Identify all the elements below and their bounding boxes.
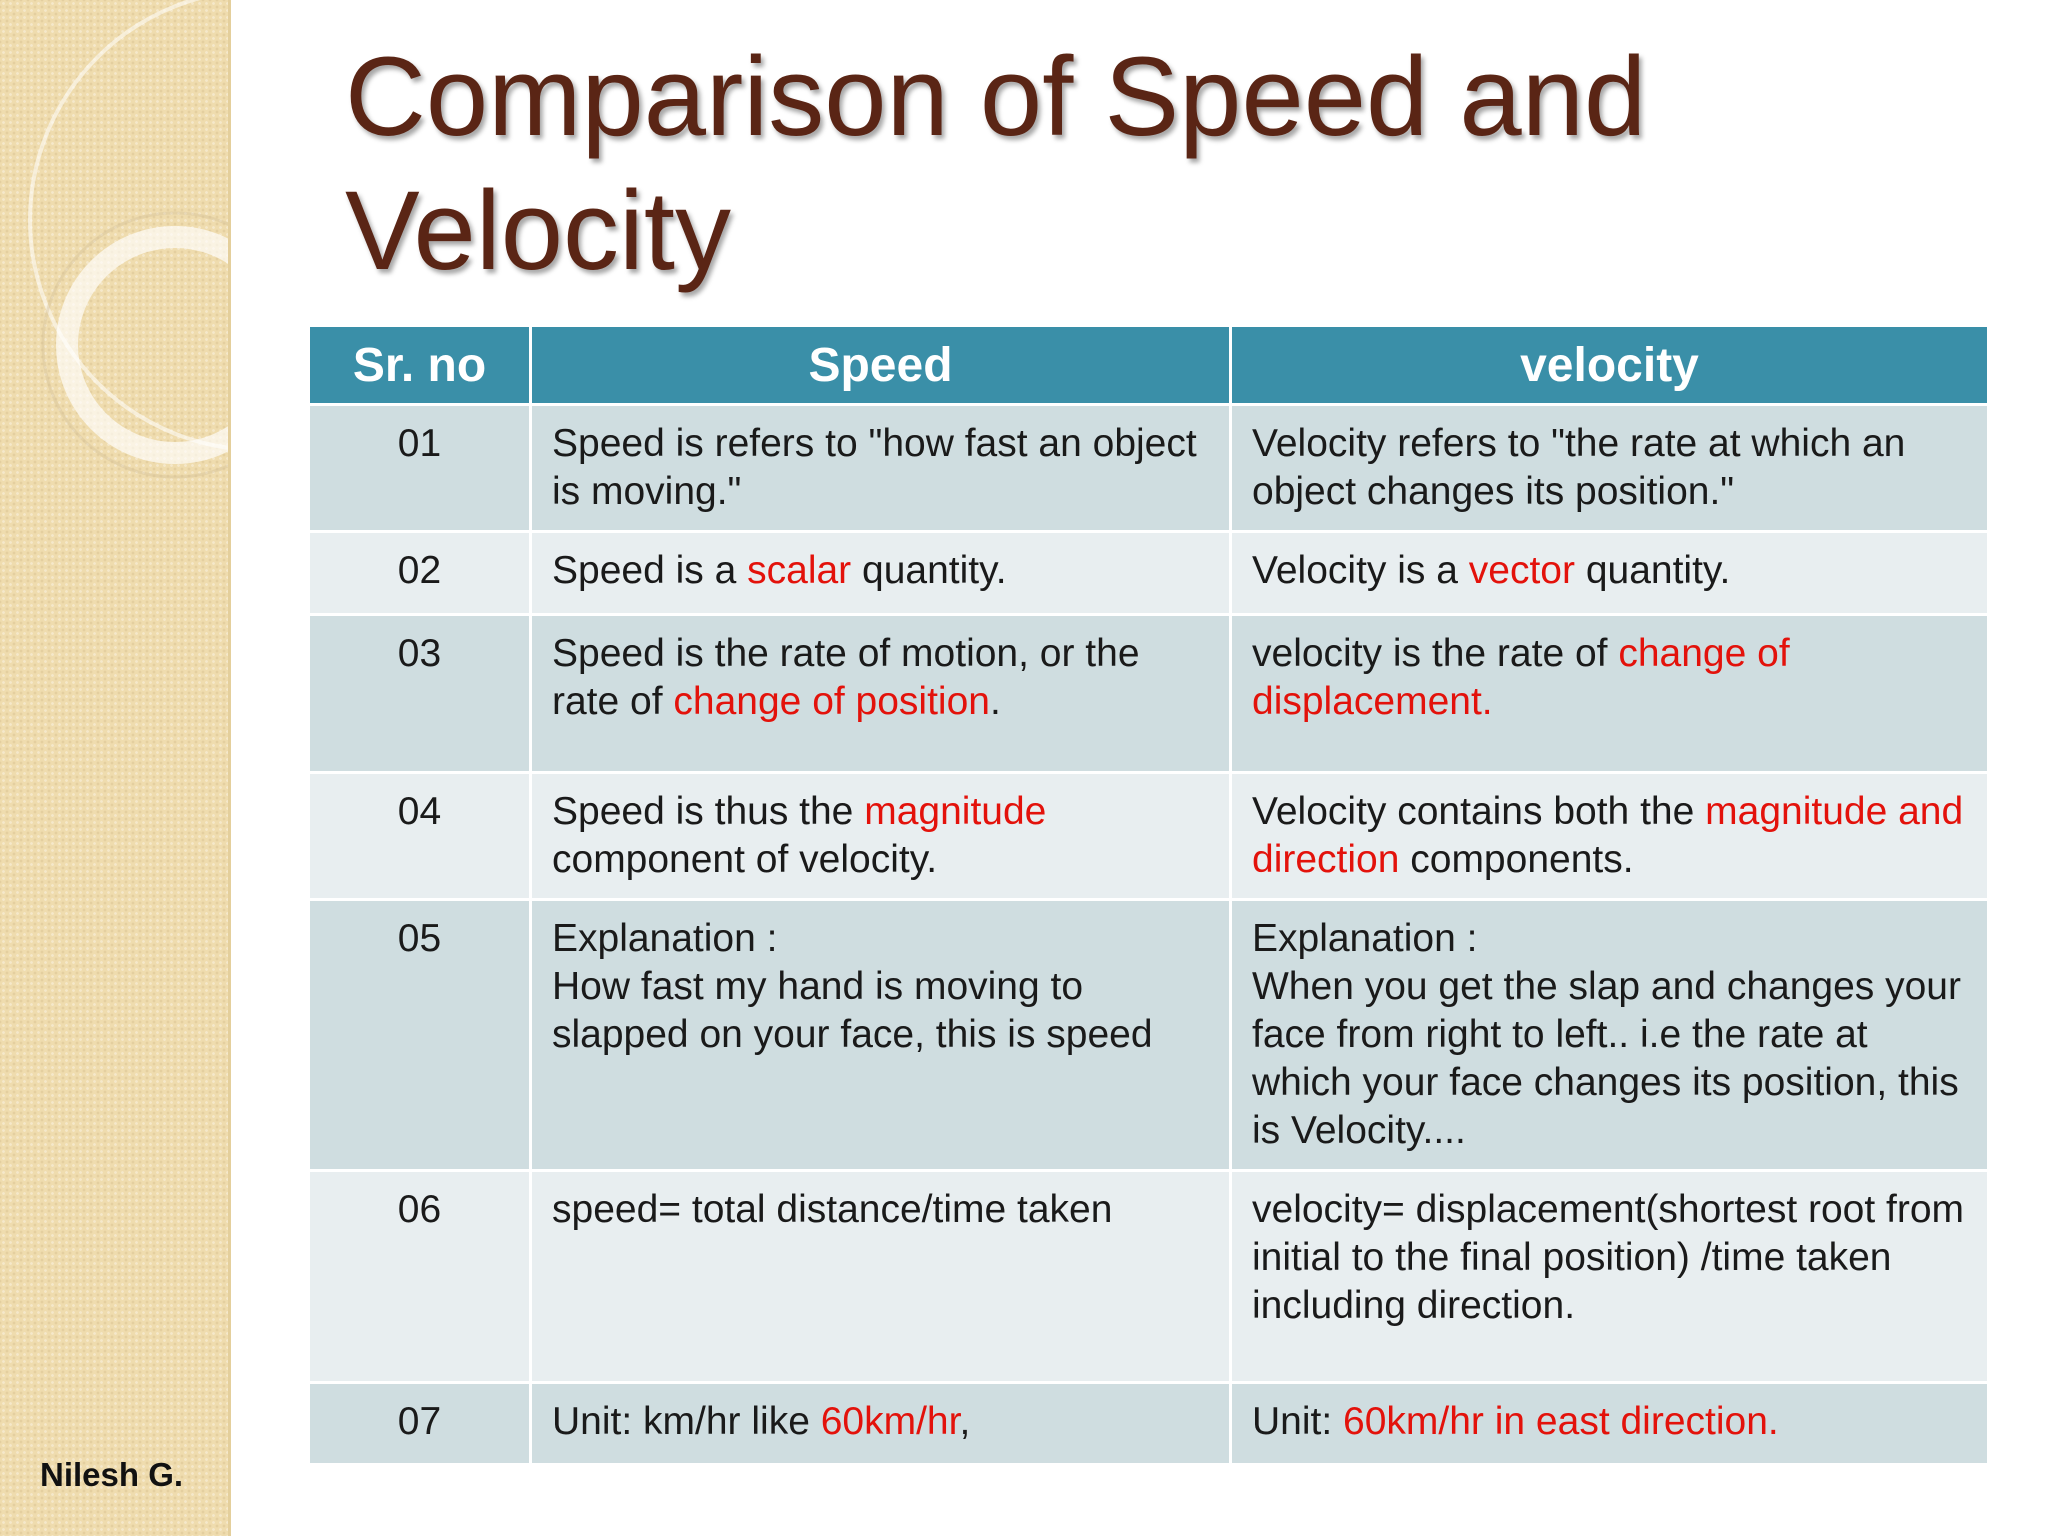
table-row: 07 Unit: km/hr like 60km/hr, Unit: 60km/…: [307, 1381, 1990, 1466]
speed-explanation-text: How fast my hand is moving to slapped on…: [552, 965, 1153, 1056]
speed-cell: Speed is refers to "how fast an object i…: [529, 403, 1232, 533]
speed-cell: Speed is thus the magnitude component of…: [529, 771, 1232, 901]
velocity-cell: Unit: 60km/hr in east direction.: [1229, 1381, 1990, 1466]
speed-text: ,: [959, 1400, 971, 1443]
velocity-cell: Velocity refers to "the rate at which an…: [1229, 403, 1990, 533]
speed-cell: Speed is the rate of motion, or the rate…: [529, 613, 1232, 774]
speed-cell: Speed is a scalar quantity.: [529, 530, 1232, 616]
speed-highlight: magnitude: [864, 790, 1047, 833]
velocity-highlight: magnitude and direction: [1252, 790, 1964, 881]
velocity-highlight: change of displacement.: [1252, 632, 1790, 723]
velocity-highlight: vector: [1468, 549, 1575, 592]
velocity-text: Velocity contains both the: [1252, 790, 1706, 833]
speed-text: Speed is the rate of motion, or the rate…: [552, 632, 1140, 723]
speed-cell: speed= total distance/time taken: [529, 1169, 1232, 1384]
velocity-text: quantity.: [1574, 549, 1731, 592]
velocity-text: velocity is the rate of: [1252, 632, 1619, 675]
velocity-explanation-text: When you get the slap and changes your f…: [1252, 965, 1961, 1152]
decorative-circles: [28, 0, 228, 479]
decorative-side-strip: [0, 0, 231, 1536]
speed-highlight: 60km/hr: [820, 1400, 960, 1443]
speed-text: Speed is refers to "how fast an object i…: [552, 422, 1197, 513]
comparison-table: Sr. no Speed velocity 01 Speed is refers…: [307, 324, 1990, 1466]
sr-cell: 05: [307, 898, 532, 1172]
table-header-row: Sr. no Speed velocity: [307, 324, 1990, 406]
table-row: 01 Speed is refers to "how fast an objec…: [307, 403, 1990, 533]
speed-highlight: scalar: [747, 549, 852, 592]
speed-text: Unit: km/hr like: [552, 1400, 821, 1443]
velocity-formula: velocity= displacement(shortest root fro…: [1252, 1188, 1965, 1279]
sr-cell: 07: [307, 1381, 532, 1466]
table-row: 03 Speed is the rate of motion, or the r…: [307, 613, 1990, 774]
speed-text: Speed is a: [552, 549, 748, 592]
speed-text: quantity.: [851, 549, 1007, 592]
velocity-text: components.: [1399, 838, 1634, 881]
sr-cell: 02: [307, 530, 532, 616]
velocity-cell: velocity is the rate of change of displa…: [1229, 613, 1990, 774]
speed-cell: Unit: km/hr like 60km/hr,: [529, 1381, 1232, 1466]
velocity-cell: Explanation : When you get the slap and c…: [1229, 898, 1990, 1172]
speed-text: .: [989, 680, 1001, 723]
velocity-explanation-label: Explanation :: [1252, 917, 1478, 960]
velocity-text: Velocity is a: [1252, 549, 1469, 592]
speed-highlight: change of position: [673, 680, 990, 723]
sr-cell: 04: [307, 771, 532, 901]
table-row: 06 speed= total distance/time taken velo…: [307, 1169, 1990, 1384]
speed-text: component of velocity.: [552, 838, 938, 881]
author-name: Nilesh G.: [40, 1456, 184, 1493]
sr-cell: 06: [307, 1169, 532, 1384]
speed-text: Speed is thus the: [552, 790, 865, 833]
velocity-highlight: 60km/hr in east direction.: [1343, 1400, 1779, 1443]
velocity-text: Unit:: [1252, 1400, 1344, 1443]
slide-title: Comparison of Speed and Velocity: [345, 34, 1647, 293]
velocity-cell: Velocity contains both the magnitude and…: [1229, 771, 1990, 901]
header-sr-no: Sr. no: [307, 324, 532, 406]
velocity-cell: velocity= displacement(shortest root fro…: [1229, 1169, 1990, 1384]
header-velocity: velocity: [1229, 324, 1990, 406]
sr-cell: 01: [307, 403, 532, 533]
velocity-cell: Velocity is a vector quantity.: [1229, 530, 1990, 616]
table-row: 02 Speed is a scalar quantity. Velocity …: [307, 530, 1990, 616]
table-row: 05 Explanation : How fast my hand is movi…: [307, 898, 1990, 1172]
speed-cell: Explanation : How fast my hand is moving …: [529, 898, 1232, 1172]
velocity-formula-note: including direction.: [1252, 1284, 1576, 1327]
speed-formula: speed= total distance/time taken: [552, 1188, 1113, 1231]
speed-explanation-label: Explanation :: [552, 917, 778, 960]
header-speed: Speed: [529, 324, 1232, 406]
velocity-text: Velocity refers to "the rate at which an…: [1252, 422, 1906, 513]
table-row: 04 Speed is thus the magnitude component…: [307, 771, 1990, 901]
sr-cell: 03: [307, 613, 532, 774]
